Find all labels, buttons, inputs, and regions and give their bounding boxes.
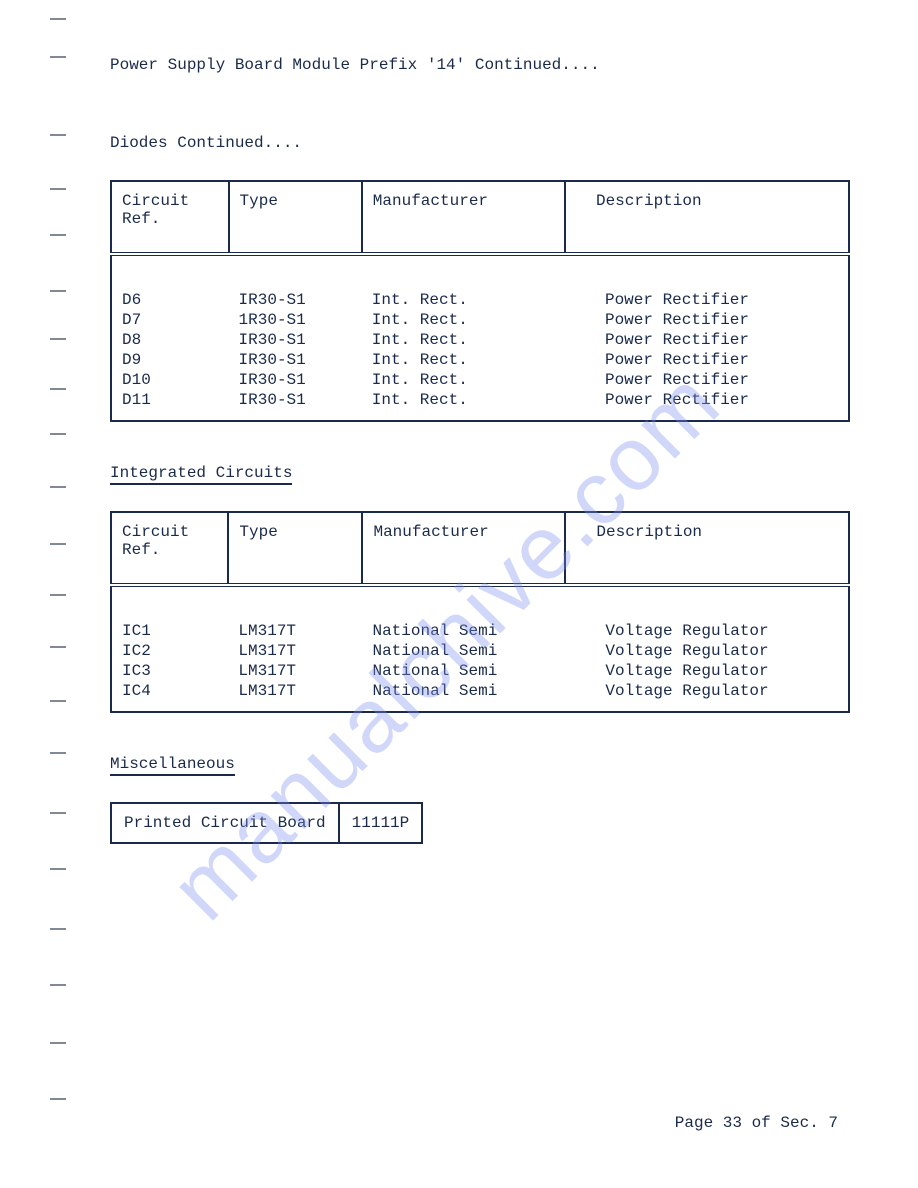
table-row: D8IR30-S1Int. Rect.Power Rectifier xyxy=(111,330,849,350)
col-header-mfr: Manufacturer xyxy=(362,512,565,585)
table-row: IC3LM317TNational SemiVoltage Regulator xyxy=(111,661,849,681)
col-header-ref: CircuitRef. xyxy=(111,181,229,254)
table-row: D6IR30-S1Int. Rect.Power Rectifier xyxy=(111,254,849,310)
binder-punch-mark xyxy=(50,290,66,292)
col-header-type: Type xyxy=(229,181,362,254)
binder-punch-mark xyxy=(50,338,66,340)
cell-desc: Power Rectifier xyxy=(565,330,849,350)
cell-mfr: National Semi xyxy=(362,585,565,641)
binder-punch-mark xyxy=(50,812,66,814)
cell-desc: Voltage Regulator xyxy=(565,661,849,681)
cell-ref: IC3 xyxy=(111,661,228,681)
ics-heading: Integrated Circuits xyxy=(110,464,292,485)
cell-mfr: Int. Rect. xyxy=(362,330,565,350)
cell-ref: D10 xyxy=(111,370,229,390)
cell-mfr: Int. Rect. xyxy=(362,310,565,330)
cell-desc: Voltage Regulator xyxy=(565,585,849,641)
page-number: Page 33 of Sec. 7 xyxy=(675,1114,838,1132)
cell-ref: IC4 xyxy=(111,681,228,712)
table-row: IC4LM317TNational SemiVoltage Regulator xyxy=(111,681,849,712)
cell-ref: IC2 xyxy=(111,641,228,661)
cell-desc: Power Rectifier xyxy=(565,370,849,390)
cell-ref: D6 xyxy=(111,254,229,310)
binder-punch-mark xyxy=(50,1042,66,1044)
cell-desc: Power Rectifier xyxy=(565,390,849,421)
table-header-row: CircuitRef. Type Manufacturer Descriptio… xyxy=(111,181,849,254)
col-header-ref-l1: Circuit xyxy=(122,523,189,541)
misc-table: Printed Circuit Board 11111P xyxy=(110,802,423,844)
table-row: Printed Circuit Board 11111P xyxy=(111,803,422,843)
binder-punch-mark xyxy=(50,134,66,136)
cell-desc: Power Rectifier xyxy=(565,350,849,370)
cell-type: IR30-S1 xyxy=(229,254,362,310)
col-header-ref: CircuitRef. xyxy=(111,512,228,585)
misc-value: 11111P xyxy=(339,803,423,843)
cell-type: LM317T xyxy=(228,585,362,641)
misc-heading: Miscellaneous xyxy=(110,755,235,776)
cell-mfr: Int. Rect. xyxy=(362,350,565,370)
cell-ref: D7 xyxy=(111,310,229,330)
binder-punch-mark xyxy=(50,984,66,986)
cell-mfr: Int. Rect. xyxy=(362,370,565,390)
diodes-table: CircuitRef. Type Manufacturer Descriptio… xyxy=(110,180,850,422)
col-header-desc: Description xyxy=(565,181,849,254)
col-header-desc: Description xyxy=(565,512,849,585)
cell-mfr: Int. Rect. xyxy=(362,254,565,310)
ics-table: CircuitRef. Type Manufacturer Descriptio… xyxy=(110,511,850,713)
binder-punch-mark xyxy=(50,543,66,545)
binder-punch-mark xyxy=(50,752,66,754)
col-header-ref-l2: Ref. xyxy=(122,541,160,559)
page-title: Power Supply Board Module Prefix '14' Co… xyxy=(110,56,858,74)
col-header-mfr: Manufacturer xyxy=(362,181,565,254)
cell-type: 1R30-S1 xyxy=(229,310,362,330)
binder-punch-mark xyxy=(50,868,66,870)
binder-punch-mark xyxy=(50,388,66,390)
cell-desc: Power Rectifier xyxy=(565,310,849,330)
cell-mfr: National Semi xyxy=(362,681,565,712)
cell-type: IR30-S1 xyxy=(229,390,362,421)
table-row: D71R30-S1Int. Rect.Power Rectifier xyxy=(111,310,849,330)
binder-punch-column xyxy=(50,0,70,1188)
binder-punch-mark xyxy=(50,594,66,596)
table-row: D10IR30-S1Int. Rect.Power Rectifier xyxy=(111,370,849,390)
diodes-heading: Diodes Continued.... xyxy=(110,134,858,152)
cell-ref: D8 xyxy=(111,330,229,350)
table-header-row: CircuitRef. Type Manufacturer Descriptio… xyxy=(111,512,849,585)
cell-type: IR30-S1 xyxy=(229,330,362,350)
cell-ref: D11 xyxy=(111,390,229,421)
binder-punch-mark xyxy=(50,646,66,648)
cell-desc: Voltage Regulator xyxy=(565,641,849,661)
binder-punch-mark xyxy=(50,18,66,20)
table-row: D9IR30-S1Int. Rect.Power Rectifier xyxy=(111,350,849,370)
table-row: D11IR30-S1Int. Rect.Power Rectifier xyxy=(111,390,849,421)
col-header-ref-l2: Ref. xyxy=(122,210,160,228)
cell-type: LM317T xyxy=(228,681,362,712)
misc-label: Printed Circuit Board xyxy=(111,803,339,843)
binder-punch-mark xyxy=(50,928,66,930)
cell-mfr: National Semi xyxy=(362,641,565,661)
binder-punch-mark xyxy=(50,700,66,702)
table-row: IC2LM317TNational SemiVoltage Regulator xyxy=(111,641,849,661)
binder-punch-mark xyxy=(50,56,66,58)
binder-punch-mark xyxy=(50,1098,66,1100)
table-row: IC1LM317TNational SemiVoltage Regulator xyxy=(111,585,849,641)
binder-punch-mark xyxy=(50,486,66,488)
col-header-type: Type xyxy=(228,512,362,585)
cell-type: IR30-S1 xyxy=(229,370,362,390)
binder-punch-mark xyxy=(50,234,66,236)
cell-ref: D9 xyxy=(111,350,229,370)
cell-mfr: National Semi xyxy=(362,661,565,681)
binder-punch-mark xyxy=(50,188,66,190)
cell-mfr: Int. Rect. xyxy=(362,390,565,421)
cell-type: IR30-S1 xyxy=(229,350,362,370)
cell-desc: Voltage Regulator xyxy=(565,681,849,712)
col-header-ref-l1: Circuit xyxy=(122,192,189,210)
cell-ref: IC1 xyxy=(111,585,228,641)
binder-punch-mark xyxy=(50,433,66,435)
cell-type: LM317T xyxy=(228,641,362,661)
cell-desc: Power Rectifier xyxy=(565,254,849,310)
cell-type: LM317T xyxy=(228,661,362,681)
page: manualchive.com Power Supply Board Modul… xyxy=(0,0,918,1188)
